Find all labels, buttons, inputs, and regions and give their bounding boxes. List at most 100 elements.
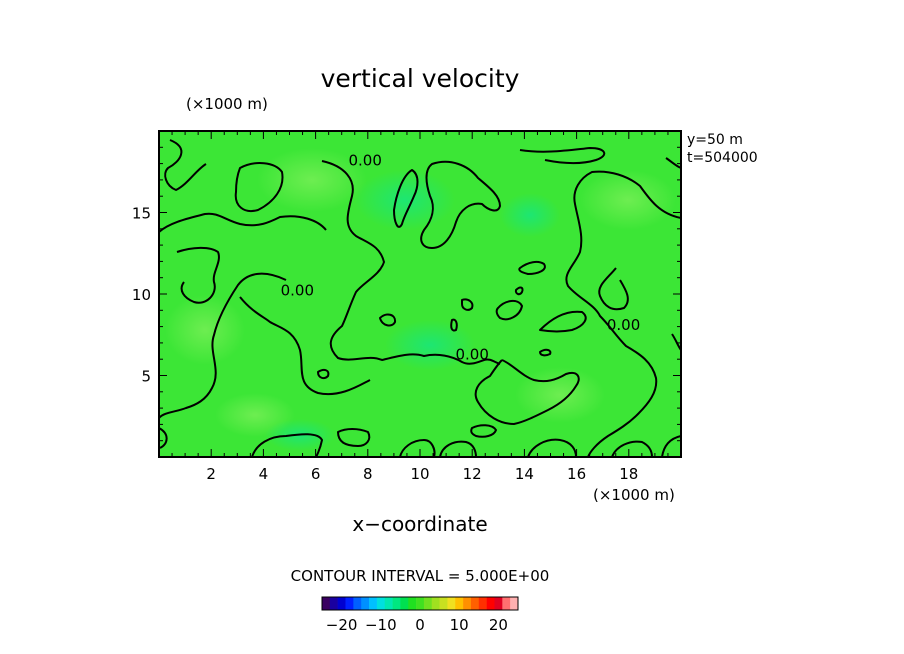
colorbar-swatch <box>463 597 472 610</box>
info-line-t: t=504000 <box>687 150 758 166</box>
contour-label: 0.00 <box>607 316 640 334</box>
contour-line <box>317 368 330 380</box>
colorbar-swatch <box>392 597 401 610</box>
colorbar-swatch <box>329 597 338 610</box>
y-axis-ticks: 5 10 15 <box>132 130 681 458</box>
colorbar-swatches <box>322 597 519 610</box>
contour-line <box>470 424 497 438</box>
contour-line <box>539 348 552 357</box>
contour-line <box>565 170 681 457</box>
colorbar-swatch <box>494 597 503 610</box>
colorbar-swatch <box>353 597 362 610</box>
colorbar-swatch <box>439 597 448 610</box>
contour-line <box>461 298 474 311</box>
y-tick-label: 15 <box>132 205 151 223</box>
contour-line <box>450 318 458 332</box>
contour-line <box>321 160 501 365</box>
contour-line <box>539 310 587 333</box>
contour-line <box>393 169 419 228</box>
colorbar-swatch <box>455 597 464 610</box>
contour-line <box>519 147 606 164</box>
colorbar-frame <box>321 596 519 611</box>
x-tick-label: 16 <box>567 465 586 483</box>
contour-line <box>239 296 371 396</box>
field-patch <box>500 193 560 237</box>
colorbar-swatch <box>345 597 354 610</box>
colorbar-swatch <box>322 597 331 610</box>
contour-line <box>611 440 653 457</box>
contour-labels: 0.00 0.00 0.00 0.00 <box>281 151 641 363</box>
colorbar-tick-label: −20 <box>326 616 358 634</box>
y-tick-label: 10 <box>132 286 151 304</box>
contour-line <box>176 246 220 304</box>
contour-line <box>439 440 477 457</box>
x-tick-label: 14 <box>515 465 534 483</box>
y-axis-unit: (×1000 m) <box>186 95 268 113</box>
colorbar-swatch <box>486 597 495 610</box>
colorbar-swatch <box>337 597 346 610</box>
contour-line <box>495 300 523 321</box>
colorbar-swatch <box>478 597 487 610</box>
colorbar-tick-label: −10 <box>365 616 397 634</box>
contour-line <box>159 427 168 449</box>
chart-title: vertical velocity <box>321 64 520 93</box>
contour-line <box>661 435 681 457</box>
y-tick-label: 5 <box>141 368 151 386</box>
field-shading <box>165 148 676 451</box>
field-patch <box>355 170 455 230</box>
contour-line <box>337 428 371 447</box>
contour-label: 0.00 <box>455 345 488 363</box>
x-tick-label: 6 <box>311 465 321 483</box>
colorbar-swatch <box>502 597 511 610</box>
colorbar-swatch <box>376 597 386 610</box>
contour-line <box>251 433 323 457</box>
colorbar-swatch <box>369 597 378 610</box>
contour-label: 0.00 <box>281 282 314 300</box>
x-tick-label: 4 <box>259 465 269 483</box>
colorbar-tick-label: 0 <box>415 616 425 634</box>
field-patch <box>515 367 605 423</box>
contour-line <box>234 162 284 212</box>
x-tick-label: 12 <box>463 465 482 483</box>
colorbar-swatch <box>384 597 393 610</box>
colorbar-tick-labels: −20 −10 0 10 20 <box>326 616 508 634</box>
x-axis-label: x−coordinate <box>352 512 487 536</box>
contour-line <box>399 439 436 457</box>
info-line-y: y=50 m <box>687 132 743 148</box>
colorbar-tick-label: 20 <box>489 616 508 634</box>
contour-line <box>159 212 327 233</box>
field-patch <box>165 295 245 365</box>
colorbar-swatch <box>510 597 519 610</box>
colorbar-swatch <box>400 597 409 610</box>
colorbar-swatch <box>361 597 370 610</box>
colorbar-swatch <box>470 597 480 610</box>
contour-line <box>159 272 287 419</box>
x-tick-label: 18 <box>619 465 638 483</box>
contour-line <box>665 157 681 169</box>
contour-line <box>474 359 580 425</box>
contour-line <box>527 438 577 457</box>
x-tick-label: 8 <box>363 465 373 483</box>
contour-line <box>514 286 524 296</box>
contour-line <box>420 160 501 249</box>
contour-line <box>518 260 546 275</box>
colorbar-swatch <box>416 597 425 610</box>
plot-area: 0.00 0.00 0.00 0.00 2 4 6 8 10 12 14 16 18 5 10 15 <box>132 130 682 483</box>
colorbar-swatch <box>423 597 433 610</box>
colorbar-tick-label: 10 <box>450 616 469 634</box>
contour-line <box>164 139 207 191</box>
x-tick-label: 10 <box>410 465 429 483</box>
contour-line <box>379 313 397 327</box>
colorbar-swatch <box>431 597 440 610</box>
field-patch <box>257 148 367 212</box>
colorbar-swatch <box>447 597 456 610</box>
x-axis-ticks: 2 4 6 8 10 12 14 16 18 <box>158 131 682 483</box>
colorbar: −20 −10 0 10 20 <box>321 596 519 634</box>
x-axis-unit: (×1000 m) <box>593 486 675 504</box>
zero-contours <box>159 139 681 457</box>
contour-interval-note: CONTOUR INTERVAL = 5.000E+00 <box>291 567 550 585</box>
field-patch <box>580 170 676 230</box>
x-tick-label: 2 <box>206 465 216 483</box>
contour-line <box>598 267 629 311</box>
